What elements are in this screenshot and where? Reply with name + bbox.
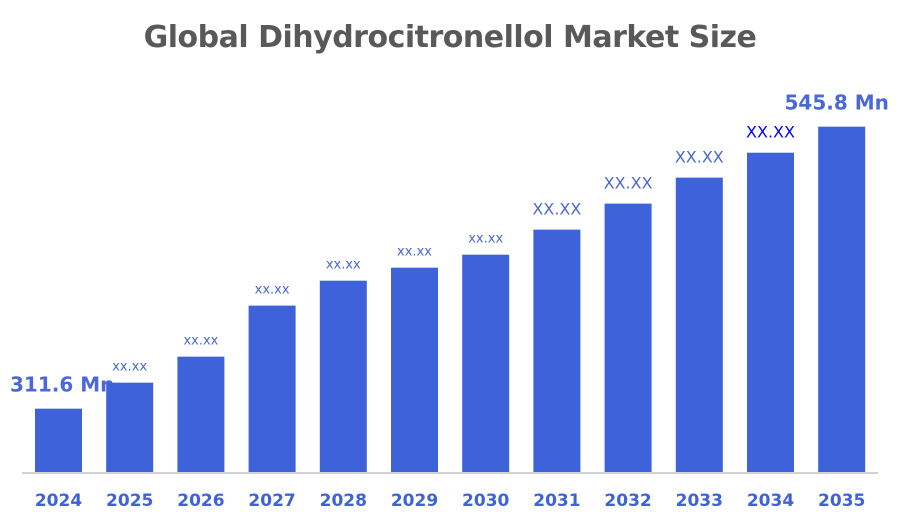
- chart-title: Global Dihydrocitronellol Market Size: [143, 20, 757, 55]
- bar-2030: [462, 254, 510, 472]
- bar-2034: [747, 152, 794, 472]
- bar-2035: [818, 126, 866, 472]
- data-label: XX.XX: [532, 200, 581, 219]
- x-tick-label: 2027: [248, 491, 295, 511]
- bar-2025: [106, 382, 154, 472]
- data-label: xx.xx: [397, 245, 432, 260]
- x-tick-label: 2030: [462, 491, 509, 511]
- data-label: xx.xx: [468, 232, 503, 247]
- x-tick-label: 2025: [106, 491, 153, 511]
- bar-2024: [35, 408, 82, 472]
- x-tick-label: 2029: [391, 491, 438, 511]
- bar-2031: [533, 229, 581, 472]
- x-tick-label: 2034: [747, 491, 794, 511]
- data-label: xx.xx: [326, 258, 361, 273]
- x-tick-label: 2032: [604, 491, 651, 511]
- bar-2029: [391, 267, 438, 472]
- x-tick-label: 2024: [35, 491, 82, 511]
- x-tick-label: 2033: [676, 491, 723, 511]
- data-label: XX.XX: [604, 174, 653, 193]
- data-label: 311.6 Mn: [10, 373, 114, 397]
- bar-2032: [604, 203, 652, 472]
- bar-2026: [177, 356, 225, 472]
- data-label: xx.xx: [112, 360, 147, 375]
- x-tick-label: 2028: [320, 491, 367, 511]
- bar-2033: [675, 177, 723, 472]
- x-tick-label: 2035: [818, 491, 865, 511]
- x-tick-label: 2026: [177, 491, 224, 511]
- data-label: xx.xx: [255, 283, 290, 298]
- x-tick-label: 2031: [533, 491, 580, 511]
- data-label: XX.XX: [675, 148, 724, 167]
- data-label: xx.xx: [183, 334, 218, 349]
- bar-2028: [319, 280, 367, 472]
- bar-2027: [248, 305, 296, 472]
- data-label: 545.8 Mn: [785, 91, 889, 115]
- data-label: XX.XX: [746, 123, 795, 142]
